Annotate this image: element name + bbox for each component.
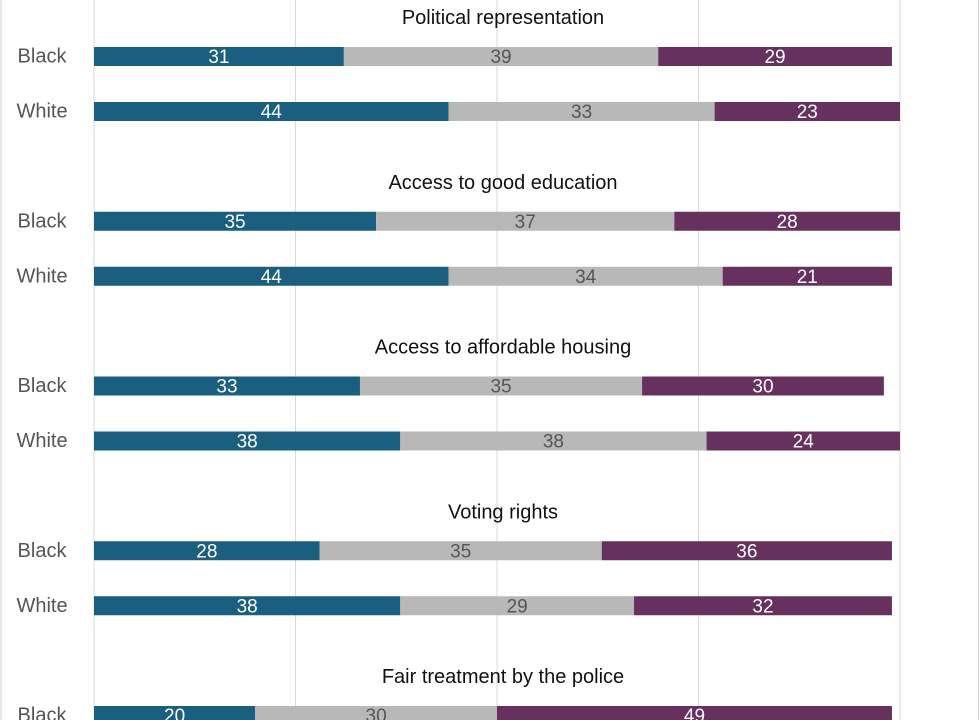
data-label: 28 <box>777 212 798 233</box>
bar-segment <box>400 596 635 616</box>
row-label: Black <box>18 705 68 720</box>
category-group: Fair treatment by the police Black 20 30 49 <box>18 666 892 720</box>
bar-segment <box>497 706 892 720</box>
data-label: 20 <box>164 706 185 720</box>
data-label: 29 <box>507 596 528 617</box>
category-group: Voting rights Black 28 35 36 White 38 29 32 <box>16 501 892 617</box>
bar-segment <box>706 431 900 451</box>
bar-segment <box>94 211 377 231</box>
data-label: 35 <box>450 541 471 562</box>
category-title: Access to affordable housing <box>375 337 631 359</box>
row-label: White <box>16 265 67 287</box>
data-label: 44 <box>261 267 283 288</box>
row-label: Black <box>18 210 68 232</box>
category-title: Fair treatment by the police <box>382 666 624 688</box>
data-label: 32 <box>752 596 773 617</box>
bar-segment <box>94 376 360 396</box>
data-label: 38 <box>543 432 564 453</box>
data-label: 44 <box>261 102 283 123</box>
data-label: 38 <box>237 432 258 453</box>
data-label: 24 <box>793 432 815 453</box>
bar-segment <box>601 541 892 561</box>
category-group: Access to affordable housing Black 33 35 30 W… <box>16 337 900 453</box>
data-label: 38 <box>237 596 258 617</box>
category-title: Political representation <box>402 7 604 29</box>
bar-segment <box>343 47 659 66</box>
row-label: White <box>16 430 67 452</box>
data-label: 36 <box>736 541 757 562</box>
bar-segment <box>94 47 344 66</box>
bar-segment <box>674 211 900 231</box>
bar-segment <box>94 706 256 720</box>
bar-segment <box>376 211 675 231</box>
bar-segment <box>400 431 707 451</box>
data-label: 28 <box>196 541 217 562</box>
bar-segment <box>94 541 320 561</box>
row-label: Black <box>18 46 68 68</box>
data-label: 37 <box>515 212 536 233</box>
data-label: 30 <box>752 377 773 398</box>
data-label: 35 <box>490 377 511 398</box>
bar-segment <box>255 706 497 720</box>
data-label: 35 <box>224 212 245 233</box>
bar-segment <box>94 596 401 616</box>
bar-segment <box>658 47 892 66</box>
category-title: Voting rights <box>448 501 558 523</box>
row-label: White <box>16 595 67 617</box>
category-group: Political representation Black 31 39 29 White… <box>16 7 900 123</box>
bar-segment <box>448 102 715 121</box>
row-label: Black <box>18 375 68 397</box>
bar-segment <box>359 376 643 396</box>
data-label: 49 <box>684 706 705 720</box>
bar-segment <box>634 596 892 616</box>
data-label: 30 <box>366 706 387 720</box>
data-label: 21 <box>797 267 818 288</box>
bar-segment <box>94 431 401 451</box>
bar-segment <box>94 266 449 286</box>
bar-segment <box>94 102 449 121</box>
category-group: Access to good education Black 35 37 28 White… <box>16 172 900 288</box>
data-label: 34 <box>575 267 597 288</box>
category-title: Access to good education <box>388 172 617 194</box>
data-label: 33 <box>216 377 237 398</box>
bar-segment <box>319 541 602 561</box>
data-label: 29 <box>764 47 785 68</box>
bar-segment <box>448 266 723 286</box>
row-label: Black <box>18 540 68 562</box>
bar-segment <box>714 102 900 121</box>
row-label: White <box>16 101 67 123</box>
data-label: 39 <box>490 47 511 68</box>
bar-segment <box>642 376 884 396</box>
data-label: 33 <box>571 102 592 123</box>
data-label: 23 <box>797 102 818 123</box>
data-label: 31 <box>208 47 229 68</box>
bar-segment <box>722 266 892 286</box>
